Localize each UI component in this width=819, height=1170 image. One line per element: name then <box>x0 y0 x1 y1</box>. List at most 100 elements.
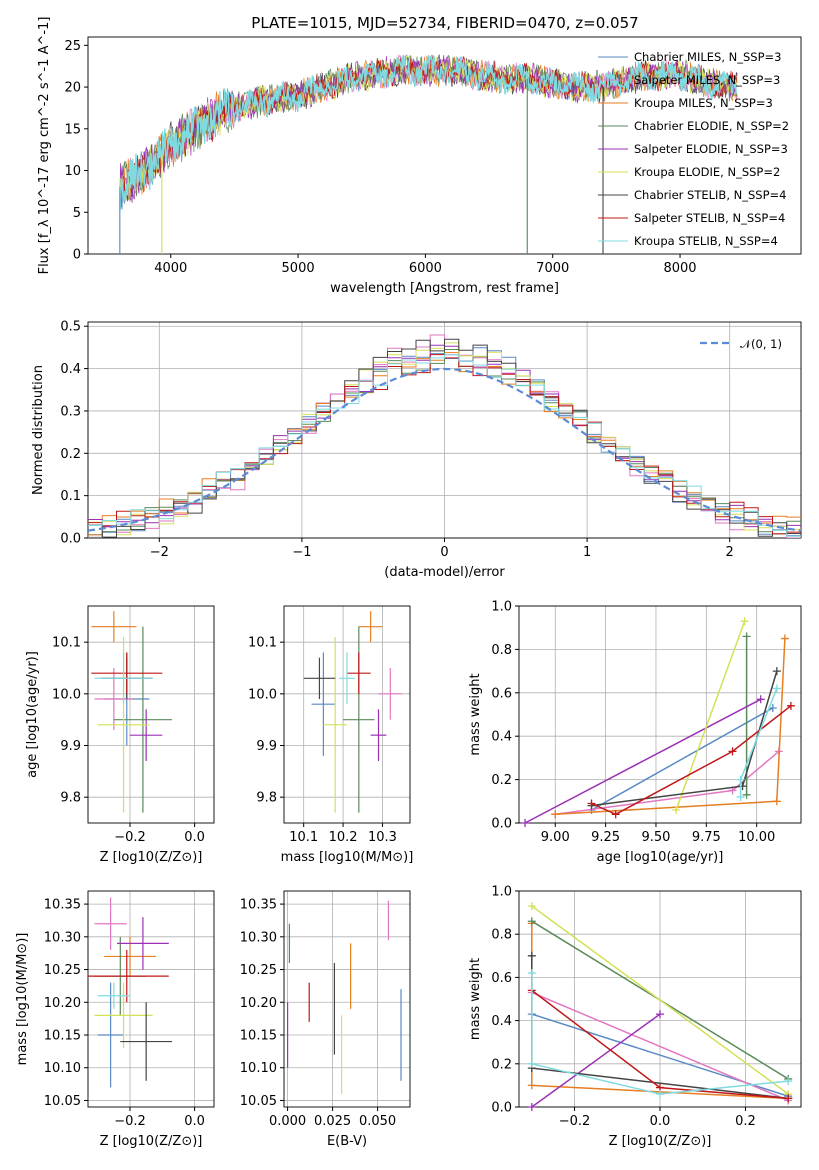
x-tick-label: 9.50 <box>641 830 670 845</box>
mass-weight-line <box>531 973 789 1095</box>
x-axis-label: Z [log10(Z/Z⊙)] <box>609 1134 712 1149</box>
normal-curve <box>87 367 802 532</box>
mass-weight-marker <box>742 632 751 641</box>
mass-weight-marker <box>736 775 745 784</box>
y-tick-label: 10.05 <box>44 1094 81 1109</box>
x-tick-label: 2 <box>726 545 734 560</box>
mass-weight-marker <box>738 782 747 791</box>
mass-weight-marker <box>786 701 795 710</box>
x-axis-label: age [log10(age/yr)] <box>597 850 724 865</box>
mass-weight-marker <box>736 792 745 801</box>
mass-weight-marker <box>784 1094 793 1103</box>
legend-entry: Salpeter MILES, N_SSP=3 <box>634 73 780 87</box>
mass-weight-line <box>531 1013 661 1108</box>
y-tick-label: 10.20 <box>44 996 81 1011</box>
y-tick-label: 25 <box>64 39 81 54</box>
x-tick-label: 0.0 <box>184 830 205 845</box>
x-tick-label: 7000 <box>536 261 569 276</box>
x-axis-label: Z [log10(Z/Z⊙)] <box>100 850 203 865</box>
mass-weight-marker <box>527 1059 536 1068</box>
spectrum-legend: Chabrier MILES, N_SSP=3 Salpeter MILES, N… <box>598 50 789 248</box>
mass-weight-marker <box>551 810 560 819</box>
x-tick-label: 1 <box>583 545 591 560</box>
legend-entry: Chabrier MILES, N_SSP=3 <box>634 50 781 64</box>
x-tick-label: 10.2 <box>329 830 358 845</box>
x-tick-label: −0.2 <box>114 830 146 845</box>
x-tick-label: 0.2 <box>735 1114 756 1129</box>
y-tick-label: 10.15 <box>240 1029 277 1044</box>
y-tick-label: 0.8 <box>491 928 512 943</box>
axes-frame <box>518 890 802 1108</box>
y-tick-label: 1.0 <box>491 600 512 615</box>
residual-histogram-panel: −2 −1 0 1 2 0.0 0.1 0.2 0.3 0.4 0.5 (data-model)/er… <box>31 320 802 580</box>
y-tick-label: 0.2 <box>60 447 81 462</box>
legend-entry: Chabrier ELODIE, N_SSP=2 <box>634 119 789 133</box>
weight-vs-age-panel: 9.00 9.25 9.50 9.75 10.00 0.0 0.2 0.4 0.6 0.8 1.0 a… <box>468 600 802 865</box>
y-tick-label: 10.10 <box>240 1061 277 1076</box>
mass-vs-metallicity-panel: −0.2 0.0 10.05 10.10 10.15 10.20 10.25 10.30 10.… <box>15 890 215 1149</box>
x-tick-label: 0.0 <box>650 1114 671 1129</box>
weight-vs-metallicity-panel: −0.2 0.0 0.2 0.0 0.2 0.4 0.6 0.8 1.0 Z [log10(Z/Z… <box>468 885 802 1149</box>
x-tick-label: 10.00 <box>738 830 775 845</box>
x-tick-label: 4000 <box>154 261 187 276</box>
y-tick-label: 10.30 <box>44 930 81 945</box>
mass-weight-marker <box>611 810 620 819</box>
residual-histogram-step <box>88 338 801 538</box>
x-tick-label: −0.2 <box>559 1114 591 1129</box>
y-tick-label: 9.9 <box>256 739 277 754</box>
axes-frame <box>283 890 411 1108</box>
mass-weight-line <box>591 705 792 816</box>
axes-frame <box>518 605 802 824</box>
mass-weight-marker <box>728 747 737 756</box>
y-axis-label: mass weight <box>468 673 483 755</box>
y-tick-label: 1.0 <box>491 885 512 900</box>
y-axis-label: mass weight <box>468 958 483 1040</box>
mass-weight-line <box>591 707 774 811</box>
spectrum-series-line <box>119 54 738 212</box>
legend-entry: Chabrier STELIB, N_SSP=4 <box>634 188 786 202</box>
x-tick-label: 8000 <box>663 261 696 276</box>
mass-weight-marker <box>587 799 596 808</box>
x-tick-label: −1 <box>292 545 311 560</box>
mass-weight-line <box>531 905 789 1095</box>
mass-weight-line <box>555 638 786 816</box>
mass-weight-marker <box>742 790 751 799</box>
axes-frame <box>87 321 802 539</box>
y-tick-label: 0.5 <box>60 320 81 335</box>
axes-frame <box>87 890 215 1108</box>
y-tick-label: 10.20 <box>240 996 277 1011</box>
legend-entry: Kroupa STELIB, N_SSP=4 <box>634 234 778 248</box>
legend-entry: Salpeter ELODIE, N_SSP=3 <box>634 142 788 156</box>
mass-weight-marker <box>527 951 536 960</box>
x-tick-label: 6000 <box>409 261 442 276</box>
mass-vs-extinction-panel: 0.000 0.025 0.050 10.05 10.10 10.15 10.20 10.25… <box>240 890 411 1149</box>
y-tick-label: 9.9 <box>60 739 81 754</box>
y-tick-label: 0.4 <box>60 362 81 377</box>
mass-weight-line <box>555 750 780 816</box>
x-tick-label: −0.2 <box>114 1114 146 1129</box>
figure-title: PLATE=1015, MJD=52734, FIBERID=0470, z=0… <box>251 14 638 32</box>
axes-frame <box>87 36 802 255</box>
mass-weight-marker <box>656 1010 664 1019</box>
residual-histogram-step <box>88 354 801 537</box>
x-tick-label: 9.00 <box>541 830 570 845</box>
legend-entry: Salpeter STELIB, N_SSP=4 <box>634 211 785 225</box>
x-axis-label: wavelength [Angstrom, rest frame] <box>330 281 559 296</box>
y-tick-label: 10.15 <box>44 1029 81 1044</box>
x-tick-label: 5000 <box>282 261 315 276</box>
x-tick-label: 0.050 <box>359 1114 396 1129</box>
y-tick-label: 15 <box>64 122 81 137</box>
y-tick-label: 20 <box>64 81 81 96</box>
y-tick-label: 10 <box>64 164 81 179</box>
mass-weight-marker <box>521 819 530 827</box>
mass-weight-marker <box>527 1103 536 1111</box>
y-tick-label: 10.35 <box>44 898 81 913</box>
mass-weight-line <box>531 991 789 1102</box>
y-axis-label: age [log10(age/yr)] <box>25 651 40 778</box>
x-tick-label: 0 <box>440 545 448 560</box>
x-tick-label: 9.75 <box>692 830 721 845</box>
mass-weight-marker <box>656 1090 664 1099</box>
y-tick-label: 10.0 <box>52 687 81 702</box>
age-vs-metallicity-panel: −0.2 0.0 9.8 9.9 10.0 10.1 Z [log10(Z/Z⊙)] age … <box>25 605 215 865</box>
